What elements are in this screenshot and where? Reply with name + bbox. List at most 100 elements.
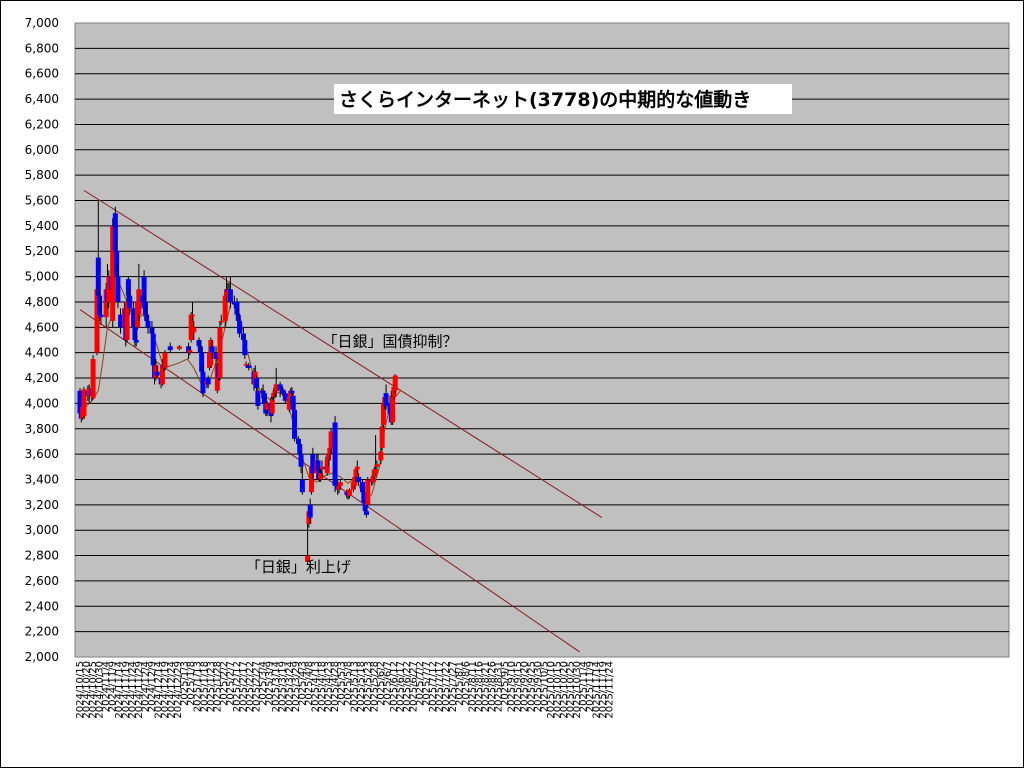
candle-body xyxy=(103,289,109,318)
candle-body xyxy=(374,464,380,467)
candle-body xyxy=(214,365,220,391)
y-tick-label: 6,000 xyxy=(25,143,59,157)
candle xyxy=(162,350,168,371)
candle xyxy=(106,270,112,309)
candle-body xyxy=(136,289,142,315)
candle-body xyxy=(153,365,159,379)
candle xyxy=(318,469,324,483)
y-axis-tick-labels: 2,000 2,200 2,400 2,600 2,800 3,000 3,200 3,400… xyxy=(25,16,59,664)
candle-body xyxy=(299,479,305,493)
candle-body xyxy=(289,390,295,394)
candle xyxy=(154,365,160,379)
chart-title: さくらインターネット(3778)の中期的な値動き xyxy=(339,88,751,111)
x-tick-label: 2025/11/19 xyxy=(598,661,609,719)
candle xyxy=(176,345,182,351)
candle-body xyxy=(371,469,377,477)
candle xyxy=(213,346,219,366)
candle-body xyxy=(390,397,396,423)
y-tick-label: 4,400 xyxy=(25,346,59,360)
trendline-upper xyxy=(83,189,603,518)
candle xyxy=(365,476,371,508)
candle xyxy=(363,508,369,518)
x-tick-label: 2025/4/3 xyxy=(297,661,308,706)
x-tick-label: 2025/7/7 xyxy=(422,661,433,706)
candle-body xyxy=(159,365,165,385)
candle xyxy=(307,498,313,524)
x-tick-label: 2025/8/6 xyxy=(461,661,472,706)
x-tick-label: 2024/12/19 xyxy=(160,661,171,719)
candle xyxy=(227,276,233,309)
y-tick-label: 5,600 xyxy=(25,194,59,208)
candle-body xyxy=(286,397,292,410)
candle-body xyxy=(97,295,103,315)
candle xyxy=(374,460,380,470)
chart-title-group: さくらインターネット(3778)の中期的な値動き xyxy=(334,84,792,114)
annotations: 「日銀」国債抑制？ 「日銀」利上げ xyxy=(246,332,458,576)
y-tick-label: 5,000 xyxy=(25,270,59,284)
y-tick-label: 2,000 xyxy=(25,650,59,664)
candle-body xyxy=(260,390,266,394)
candle-body xyxy=(199,352,205,372)
candle xyxy=(124,295,130,343)
x-tick-label: 2025/4/18 xyxy=(317,661,328,712)
candle-body xyxy=(196,340,202,347)
candle xyxy=(264,400,270,417)
x-tick-label: 2025/1/3 xyxy=(180,661,191,706)
x-tick-label: 2024/11/4 xyxy=(101,661,112,712)
x-tick-label: 2025/4/8 xyxy=(304,661,315,706)
x-tick-label: 2025/7/17 xyxy=(435,661,446,712)
candle-body xyxy=(326,454,332,461)
candle-body xyxy=(295,438,301,444)
x-tick-label: 2024/11/24 xyxy=(127,661,138,719)
candle-body xyxy=(149,327,155,334)
candle-body xyxy=(243,364,249,366)
candle-body xyxy=(98,314,104,318)
candle xyxy=(354,460,360,474)
x-tick-label: 2025/5/13 xyxy=(350,661,361,712)
y-tick-label: 3,400 xyxy=(25,472,59,486)
x-tick-label: 2024/10/25 xyxy=(88,661,99,719)
candle-body xyxy=(365,479,371,505)
x-tick-label: 2025/7/2 xyxy=(415,661,426,706)
x-tick-label: 2025/11/24 xyxy=(605,661,616,719)
candle-body xyxy=(145,320,151,328)
y-tick-label: 6,400 xyxy=(25,92,59,106)
candle-body xyxy=(360,482,366,493)
y-tick-label: 2,600 xyxy=(25,574,59,588)
x-tick-label: 2025/9/15 xyxy=(513,661,524,712)
y-tick-label: 6,600 xyxy=(25,67,59,81)
gridlines xyxy=(75,47,1009,633)
candle-body xyxy=(380,403,386,425)
x-tick-label: 2025/7/27 xyxy=(448,661,459,712)
x-tick-label: 2025/8/21 xyxy=(480,661,491,712)
candle-body xyxy=(209,346,215,353)
candle-body xyxy=(106,276,112,302)
candle-body xyxy=(271,393,277,398)
x-tick-label: 2025/4/28 xyxy=(330,661,341,712)
candle xyxy=(209,340,215,360)
y-tick-label: 3,600 xyxy=(25,447,59,461)
candle xyxy=(77,388,83,417)
x-tick-label: 2025/5/3 xyxy=(337,661,348,706)
candle-body xyxy=(114,251,120,277)
x-tick-label: 2024/12/24 xyxy=(167,661,178,719)
candle xyxy=(383,384,389,410)
candle-body xyxy=(189,314,195,317)
candle-body xyxy=(242,340,248,356)
candle-body xyxy=(118,314,124,328)
candle xyxy=(337,479,343,490)
candle xyxy=(255,388,261,410)
candle xyxy=(305,523,311,565)
x-tick-label: 2025/6/12 xyxy=(389,661,400,712)
candle xyxy=(243,361,249,368)
candle-body xyxy=(200,371,206,394)
y-tick-label: 5,400 xyxy=(25,219,59,233)
y-tick-label: 3,800 xyxy=(25,422,59,436)
candle-body xyxy=(176,346,182,349)
x-tick-label: 2025/4/23 xyxy=(324,661,335,712)
candle xyxy=(145,314,151,334)
candle xyxy=(242,333,248,360)
candle-body xyxy=(191,327,197,333)
x-tick-label: 2024/10/20 xyxy=(82,661,93,719)
